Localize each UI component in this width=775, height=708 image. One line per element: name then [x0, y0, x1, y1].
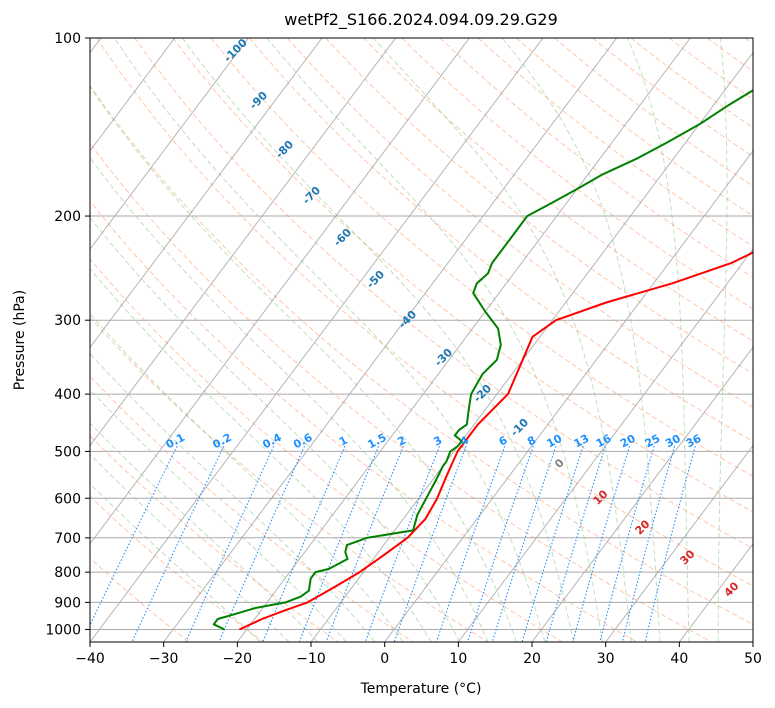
mixing-ratio-label: 16 — [594, 432, 614, 451]
mixing-ratio-line — [466, 446, 534, 642]
mixing-ratio-line — [644, 446, 696, 642]
isotherm-line — [90, 38, 249, 250]
y-tick-label: 800 — [54, 565, 81, 581]
isotherm-line — [531, 346, 753, 642]
dry-adiabat-line — [90, 258, 563, 642]
y-tick-label: 700 — [54, 531, 81, 547]
isotherm-line — [90, 38, 397, 447]
dry-adiabat-line — [90, 200, 638, 642]
dewpoint-profile-line — [212, 89, 753, 631]
isotherm-line — [457, 248, 753, 642]
y-tick-label: 1000 — [45, 622, 81, 638]
dry-adiabat-line — [90, 142, 712, 642]
y-tick-label: 300 — [54, 313, 81, 329]
y-tick-label: 400 — [54, 387, 81, 403]
y-tick-label: 200 — [54, 209, 81, 225]
mixing-ratio-label: 13 — [572, 432, 592, 451]
x-tick-label: −40 — [75, 651, 105, 667]
moist-adiabat-line — [90, 216, 461, 642]
isotherm-line — [310, 51, 753, 642]
dry-adiabat-line — [287, 38, 753, 408]
dry-adiabat-line — [172, 38, 753, 513]
moist-adiabat-line — [266, 38, 603, 642]
mixing-ratio-line — [298, 445, 380, 642]
dry-adiabat-line — [477, 38, 753, 247]
y-tick-label: 500 — [54, 444, 81, 460]
chart-title: wetPf2_S166.2024.094.09.29.G29 — [284, 10, 558, 30]
isotherm-line — [384, 150, 753, 642]
dry-adiabat-line — [248, 38, 753, 443]
mixing-ratio-line — [262, 445, 346, 642]
dry-adiabat-line — [439, 38, 753, 278]
y-tick-label: 900 — [54, 595, 81, 611]
mixing-ratio-label: 20 — [618, 432, 638, 451]
dry-adiabat-line — [90, 495, 264, 642]
mixing-ratio-line — [545, 446, 606, 642]
profile-lines — [212, 89, 753, 631]
isotherm-line — [90, 38, 470, 545]
mixing-ratio-line — [185, 445, 275, 642]
mixing-ratio-line — [491, 446, 557, 642]
mixing-ratio-line — [599, 446, 655, 642]
isotherm-line — [90, 38, 323, 349]
mixing-ratio-label: 30 — [663, 432, 683, 451]
x-tick-label: −20 — [223, 651, 253, 667]
moist-adiabat-line — [90, 312, 404, 642]
isotherm-line — [90, 38, 176, 152]
x-tick-label: 40 — [670, 651, 688, 667]
moist-adiabat-line — [90, 156, 489, 642]
mixing-ratio-label: 10 — [545, 432, 565, 451]
y-tick-label: 600 — [54, 491, 81, 507]
background-guide-lines — [90, 38, 753, 642]
isotherm-line — [163, 38, 618, 642]
temperature-profile-line — [238, 251, 753, 631]
moist-adiabat-line — [90, 388, 347, 642]
moist-adiabat-line — [90, 422, 319, 642]
moist-adiabat-line — [181, 38, 575, 642]
dry-adiabat-line — [90, 435, 339, 642]
moist-adiabat-line — [372, 38, 632, 642]
moist-adiabat-line — [501, 38, 661, 642]
mixing-ratio-line — [218, 445, 306, 642]
dry-adiabat-line — [554, 38, 753, 187]
mixing-ratio-line — [435, 446, 506, 642]
x-tick-label: −30 — [149, 651, 179, 667]
mixing-ratio-label: 25 — [643, 432, 663, 451]
dry-adiabat-line — [363, 38, 753, 342]
isotherm-line — [236, 38, 691, 642]
y-axis-label: Pressure (hPa) — [12, 290, 28, 390]
dry-adiabat-line — [516, 38, 753, 217]
x-tick-label: 50 — [744, 651, 762, 667]
x-axis-label: Temperature (°C) — [360, 681, 482, 697]
x-tick-label: 20 — [523, 651, 541, 667]
mixing-ratio-line — [521, 446, 584, 642]
plot-frame — [89, 37, 754, 643]
isotherm-line — [90, 38, 544, 642]
mixing-ratio-line — [325, 445, 404, 642]
isotherm-line — [605, 444, 753, 642]
x-tick-label: 10 — [449, 651, 467, 667]
axis-ticks: −40 −30 −20 −10 0 10 20 30 40 50 100 200 300 400 500 60… — [45, 31, 762, 667]
mixing-ratio-label: 36 — [684, 432, 704, 451]
mixing-ratio-line — [90, 445, 178, 627]
moist-adiabat-line — [90, 268, 432, 642]
moist-adiabat-line — [90, 483, 261, 642]
moist-adiabat-line — [717, 38, 728, 642]
y-tick-label: 100 — [54, 31, 81, 47]
mixing-ratio-line — [572, 446, 631, 642]
x-tick-label: 0 — [380, 651, 389, 667]
mixing-ratio-line — [131, 445, 225, 642]
mixing-ratio-line — [621, 446, 676, 642]
dry-adiabat-line — [134, 38, 753, 550]
dry-adiabat-line — [90, 84, 753, 626]
dry-adiabat-line — [96, 38, 753, 587]
moist-adiabat-line — [90, 453, 290, 642]
x-tick-label: 30 — [597, 651, 615, 667]
moist-adiabat-line — [114, 38, 546, 642]
x-tick-label: −10 — [296, 651, 326, 667]
dry-adiabat-line — [325, 38, 753, 375]
mixing-ratio-line — [364, 446, 441, 642]
